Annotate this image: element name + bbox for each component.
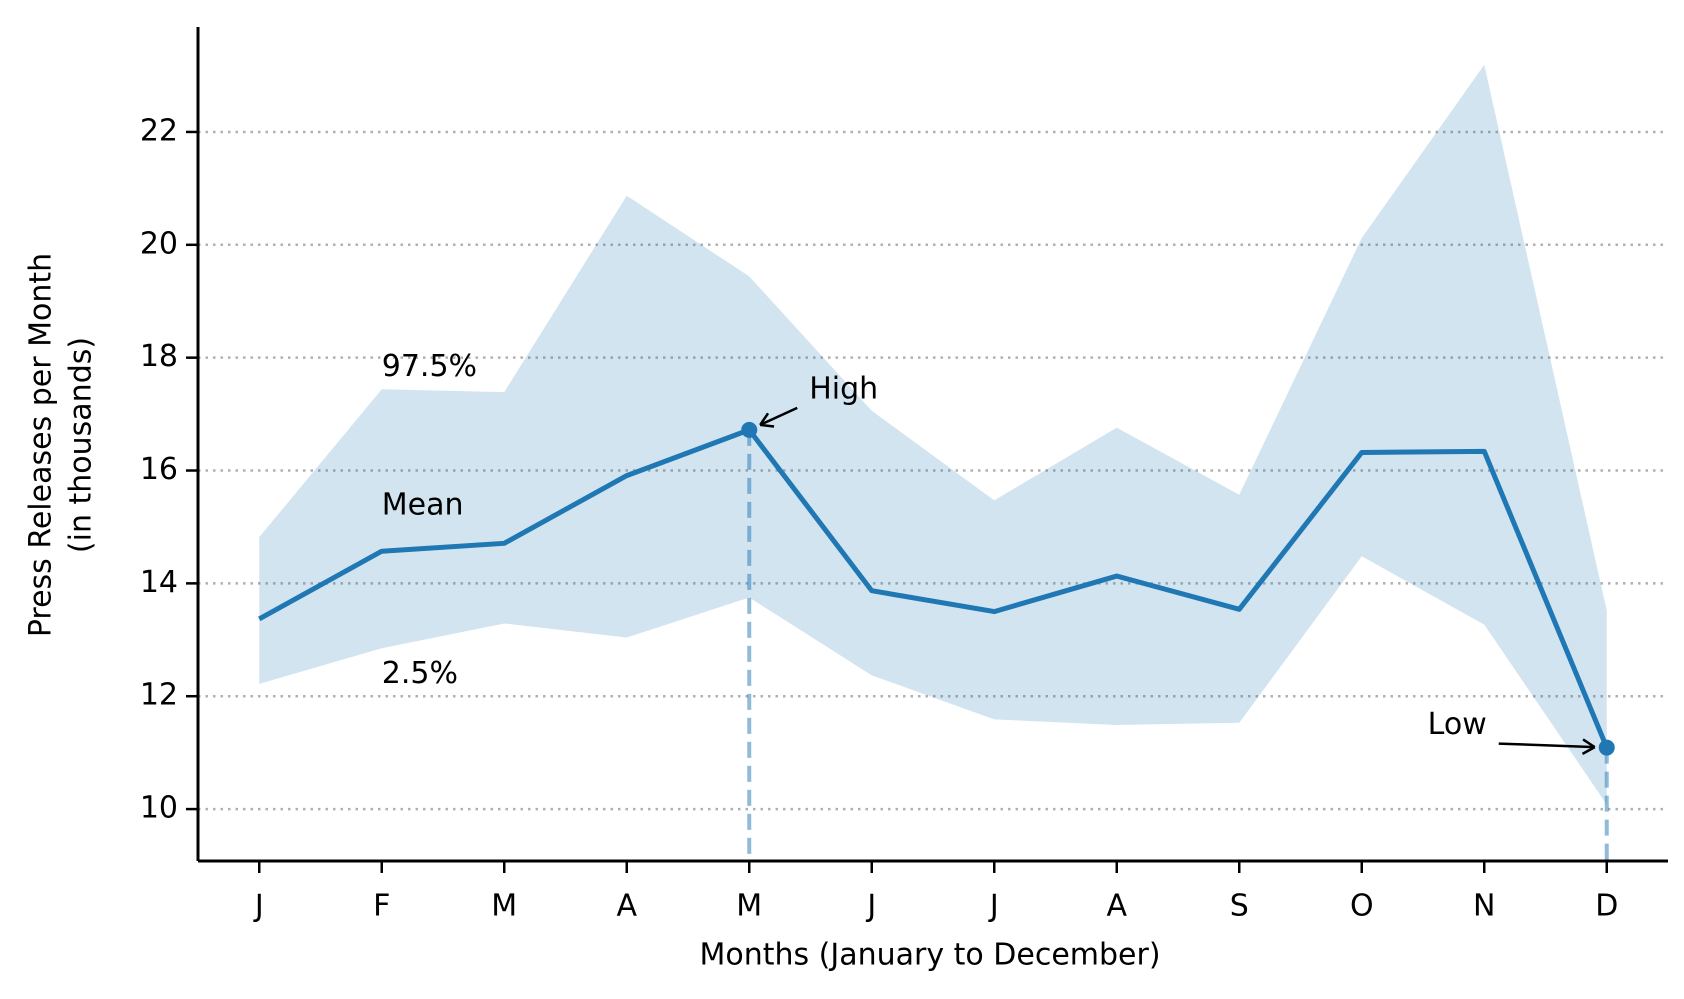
mean-line — [258, 427, 1610, 749]
y-tick-label: 18 — [140, 339, 178, 374]
annotation-arrow — [759, 406, 798, 427]
x-tick-label: N — [1473, 889, 1495, 924]
arrow-head — [759, 412, 775, 428]
x-tick-label: F — [373, 889, 390, 924]
series-label: 97.5% — [382, 349, 477, 384]
series-label: Mean — [382, 488, 464, 523]
x-tick-label: S — [1230, 889, 1249, 924]
highlight-point — [1598, 739, 1615, 756]
arrow-head — [1581, 738, 1596, 755]
y-tick-label: 20 — [140, 226, 178, 261]
series-label: 2.5% — [382, 656, 458, 691]
y-tick-label: 22 — [140, 113, 178, 148]
x-tick-label: M — [736, 889, 762, 924]
x-tick-label: J — [865, 889, 876, 924]
y-tick-label: 14 — [140, 565, 178, 600]
x-tick-label: M — [491, 889, 517, 924]
x-tick-label: A — [616, 889, 637, 924]
x-tick-label: J — [988, 889, 999, 924]
annotation: High — [809, 371, 878, 406]
x-tick-label: O — [1350, 889, 1374, 924]
x-tick-label: D — [1595, 889, 1618, 924]
annotation: Low — [1428, 707, 1487, 742]
y-tick-label: 10 — [140, 791, 178, 826]
y-axis-label: Press Releases per Month — [24, 253, 59, 637]
x-tick-label: J — [253, 889, 264, 924]
highlight-point — [741, 421, 758, 438]
annotation-arrow — [1498, 742, 1595, 749]
y-tick-label: 12 — [140, 678, 178, 713]
x-axis-label: Months (January to December) — [699, 938, 1160, 973]
y-tick-label: 16 — [140, 452, 178, 487]
y-axis-label: (in thousands) — [64, 337, 99, 553]
confidence-band — [259, 64, 1607, 805]
x-tick-label: A — [1106, 889, 1127, 924]
